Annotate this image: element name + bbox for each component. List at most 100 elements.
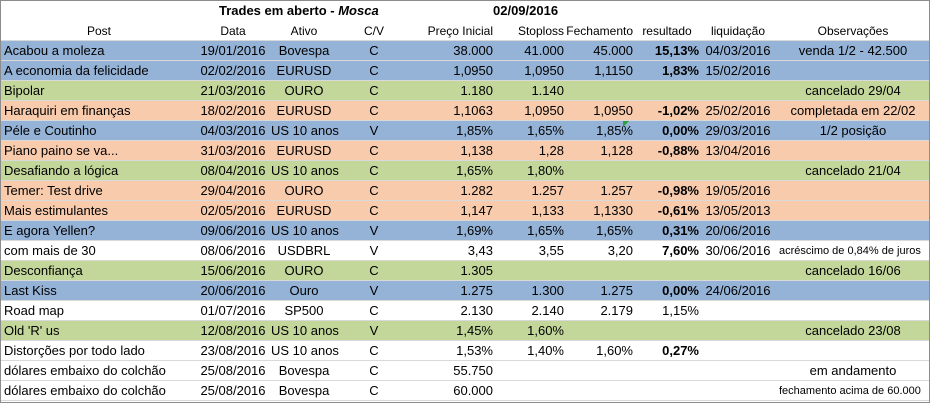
cell-post: Desafiando a lógica (4, 163, 119, 178)
header-post: Post (86, 24, 111, 38)
cell-cv: V (369, 283, 379, 298)
cell-liquidacao: 19/05/2016 (705, 183, 771, 198)
cell-fechamento: 1.275 (600, 283, 633, 298)
cell-fechamento: 1,1330 (593, 203, 633, 218)
table-row[interactable]: Mais estimulantes 02/05/2016 EURUSD C 1,147 1… (1, 201, 929, 221)
cell-cv: C (369, 363, 379, 378)
title-text: Trades em aberto - (219, 3, 339, 18)
cell-preco: 1,138 (460, 143, 493, 158)
cell-cv: V (369, 123, 379, 138)
cell-observacoes: cancelado 21/04 (805, 163, 901, 178)
cell-stoploss: 1,65% (527, 223, 564, 238)
cell-observacoes (779, 141, 927, 161)
cell-stoploss: 1,0950 (524, 63, 564, 78)
cell-preco: 1,45% (456, 323, 493, 338)
cell-stoploss: 1,40% (527, 343, 564, 358)
cell-preco: 1,1063 (453, 103, 493, 118)
cell-preco: 1.305 (460, 263, 493, 278)
table-row[interactable]: Old 'R' us 12/08/2016 US 10 anos V 1,45% 1,60… (1, 321, 929, 341)
table-row[interactable]: Péle e Coutinho 04/03/2016 US 10 anos V 1,85… (1, 121, 929, 141)
table-row[interactable]: dólares embaixo do colchão 25/08/2016 Bove… (1, 381, 929, 401)
cell-preco: 1.180 (460, 83, 493, 98)
cell-observacoes (779, 181, 927, 201)
table-row[interactable]: Haraquiri em finanças 18/02/2016 EURUSD C 1,… (1, 101, 929, 121)
title-name: Mosca (338, 3, 379, 18)
cell-post: Bipolar (4, 83, 45, 98)
cell-resultado: 15,13% (654, 43, 699, 58)
header-data: Data (220, 24, 246, 38)
cell-fechamento (565, 161, 633, 181)
cell-resultado (635, 161, 699, 181)
cell-data: 29/04/2016 (200, 183, 266, 198)
cell-cv: V (369, 323, 379, 338)
cell-observacoes: 1/2 posição (819, 123, 887, 138)
cell-data: 09/06/2016 (200, 223, 266, 238)
cell-observacoes: venda 1/2 - 42.500 (798, 43, 908, 58)
cell-observacoes: cancelado 23/08 (805, 323, 901, 338)
cell-liquidacao: 24/06/2016 (705, 283, 771, 298)
cell-stoploss: 1.140 (531, 83, 564, 98)
table-row[interactable]: Bipolar 21/03/2016 OURO C 1.180 1.140 cancelad… (1, 81, 929, 101)
table-row[interactable]: Temer: Test drive 29/04/2016 OURO C 1.282 1.2… (1, 181, 929, 201)
cell-resultado: 0,00% (662, 283, 699, 298)
cell-data: 15/06/2016 (200, 263, 266, 278)
cell-stoploss: 1.257 (531, 183, 564, 198)
table-row[interactable]: Acabou a moleza 19/01/2016 Bovespa C 38.000 4… (1, 41, 929, 61)
table-row[interactable]: Piano paino se va... 31/03/2016 EURUSD C 1,1… (1, 141, 929, 161)
cell-fechamento: 1,65% (596, 223, 633, 238)
cell-post: Péle e Coutinho (4, 123, 97, 138)
cell-ativo: US 10 anos (271, 223, 339, 238)
table-row[interactable]: E agora Yellen? 09/06/2016 US 10 anos V 1,69… (1, 221, 929, 241)
cell-resultado: 1,15% (662, 303, 699, 318)
cell-fechamento (565, 321, 633, 341)
cell-cv: C (369, 83, 379, 98)
cell-cv: C (369, 303, 379, 318)
cell-ativo: EURUSD (276, 103, 332, 118)
table-row[interactable]: com mais de 30 08/06/2016 USDBRL V 3,43 3,55 3… (1, 241, 929, 261)
cell-ativo: EURUSD (276, 63, 332, 78)
comment-indicator-icon (623, 121, 629, 127)
cell-observacoes: completada em 22/02 (790, 103, 916, 118)
cell-data: 04/03/2016 (200, 123, 266, 138)
cell-observacoes: fechamento acima de 60.000 (779, 385, 921, 397)
cell-data: 18/02/2016 (200, 103, 266, 118)
table-row[interactable]: A economia da felicidade 02/02/2016 EURUSD… (1, 61, 929, 81)
cell-cv: C (369, 343, 379, 358)
cell-ativo: USDBRL (277, 243, 331, 258)
cell-post: Piano paino se va... (4, 143, 119, 158)
cell-preco: 2.130 (460, 303, 493, 318)
cell-resultado (635, 261, 699, 281)
cell-liquidacao (701, 361, 775, 381)
cell-ativo: Bovespa (278, 383, 330, 398)
cell-stoploss: 2.140 (531, 303, 564, 318)
cell-stoploss: 1,0950 (524, 103, 564, 118)
table-row[interactable]: Road map 01/07/2016 SP500 C 2.130 2.140 2.179 1… (1, 301, 929, 321)
cell-data: 23/08/2016 (200, 343, 266, 358)
table-row[interactable]: Desconfiança 15/06/2016 OURO C 1.305 cancelad… (1, 261, 929, 281)
cell-resultado (635, 321, 699, 341)
cell-stoploss: 1,28 (538, 143, 564, 158)
sheet-title: Trades em aberto - Mosca (219, 1, 379, 21)
table-row[interactable]: Desafiando a lógica 08/04/2016 US 10 anos C… (1, 161, 929, 181)
cell-stoploss: 1,133 (531, 203, 564, 218)
cell-post: Old 'R' us (4, 323, 60, 338)
cell-liquidacao: 25/02/2016 (705, 103, 771, 118)
table-row[interactable]: Last Kiss 20/06/2016 Ouro V 1.275 1.300 1.275 0… (1, 281, 929, 301)
table-row[interactable]: Distorções por todo lado 23/08/2016 US 10 … (1, 341, 929, 361)
cell-liquidacao: 13/05/2013 (705, 203, 771, 218)
cell-liquidacao: 04/03/2016 (705, 43, 771, 58)
header-liquidacao: liquidação (710, 24, 766, 38)
header-stoploss: Stoploss (517, 24, 564, 38)
cell-post: Acabou a moleza (4, 43, 105, 58)
cell-preco: 1,85% (456, 123, 493, 138)
table-row[interactable]: dólares embaixo do colchão 25/08/2016 Bove… (1, 361, 929, 381)
cell-observacoes: cancelado 16/06 (805, 263, 901, 278)
title-row: Trades em aberto - Mosca 02/09/2016 (1, 1, 929, 21)
cell-ativo: US 10 anos (271, 323, 339, 338)
cell-fechamento: 1.257 (600, 183, 633, 198)
cell-preco: 1,147 (460, 203, 493, 218)
sheet-date: 02/09/2016 (493, 3, 559, 18)
cell-data: 31/03/2016 (200, 143, 266, 158)
cell-stoploss (494, 361, 564, 381)
header-observacoes: Observações (817, 24, 889, 38)
